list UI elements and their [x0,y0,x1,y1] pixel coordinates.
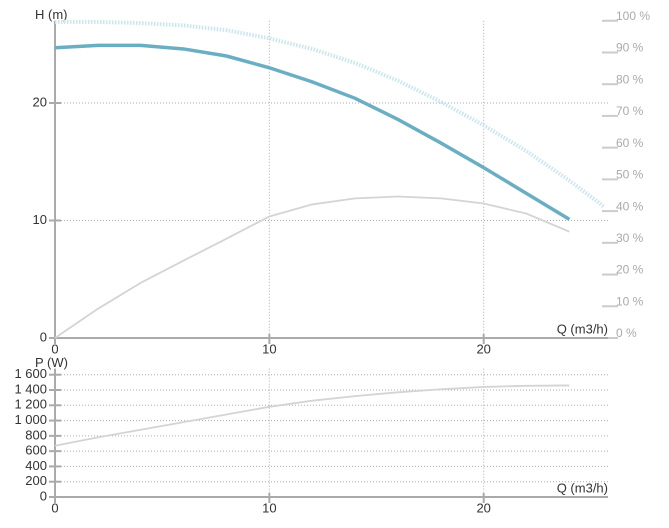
y2-tick-label: 60 % [616,136,644,150]
y2-tick-label: 70 % [616,104,644,118]
y-axis-title: P (W) [35,355,68,370]
y2-tick-label: 20 % [616,263,644,277]
y2-tick-label: 40 % [616,199,644,213]
y2-tick-label: 50 % [616,168,644,182]
y-tick-label: 1 400 [14,381,47,396]
series-line [54,43,571,221]
series-line [55,19,605,208]
y-tick-label: 10 [33,212,47,227]
y-tick-label: 1 000 [14,412,47,427]
y-tick-label: 1 600 [14,366,47,381]
y2-tick-label: 80 % [616,72,644,86]
x-axis-title: Q (m3/h) [557,321,608,336]
x-tick-label: 0 [51,341,58,356]
y2-tick-label: 100 % [616,9,650,23]
y-tick-label: 400 [25,458,47,473]
series-line [54,384,570,447]
x-tick-label: 20 [476,500,490,515]
y2-tick-label: 90 % [616,41,644,55]
x-axis-title: Q (m3/h) [557,480,608,495]
y-tick-label: 200 [25,473,47,488]
y2-tick-label: 10 % [616,294,644,308]
y-tick-label: 0 [40,329,47,344]
x-tick-label: 10 [262,341,276,356]
y-tick-label: 800 [25,427,47,442]
y-tick-label: 1 200 [14,397,47,412]
y2-tick-label: 0 % [616,326,637,340]
y-tick-label: 20 [33,94,47,109]
y2-tick-label: 30 % [616,231,644,245]
series-line [54,195,570,339]
x-tick-label: 10 [262,500,276,515]
y-tick-label: 600 [25,443,47,458]
x-tick-label: 0 [51,500,58,515]
y-tick-label: 0 [40,488,47,503]
y-axis-title: H (m) [35,7,68,22]
x-tick-label: 20 [476,341,490,356]
